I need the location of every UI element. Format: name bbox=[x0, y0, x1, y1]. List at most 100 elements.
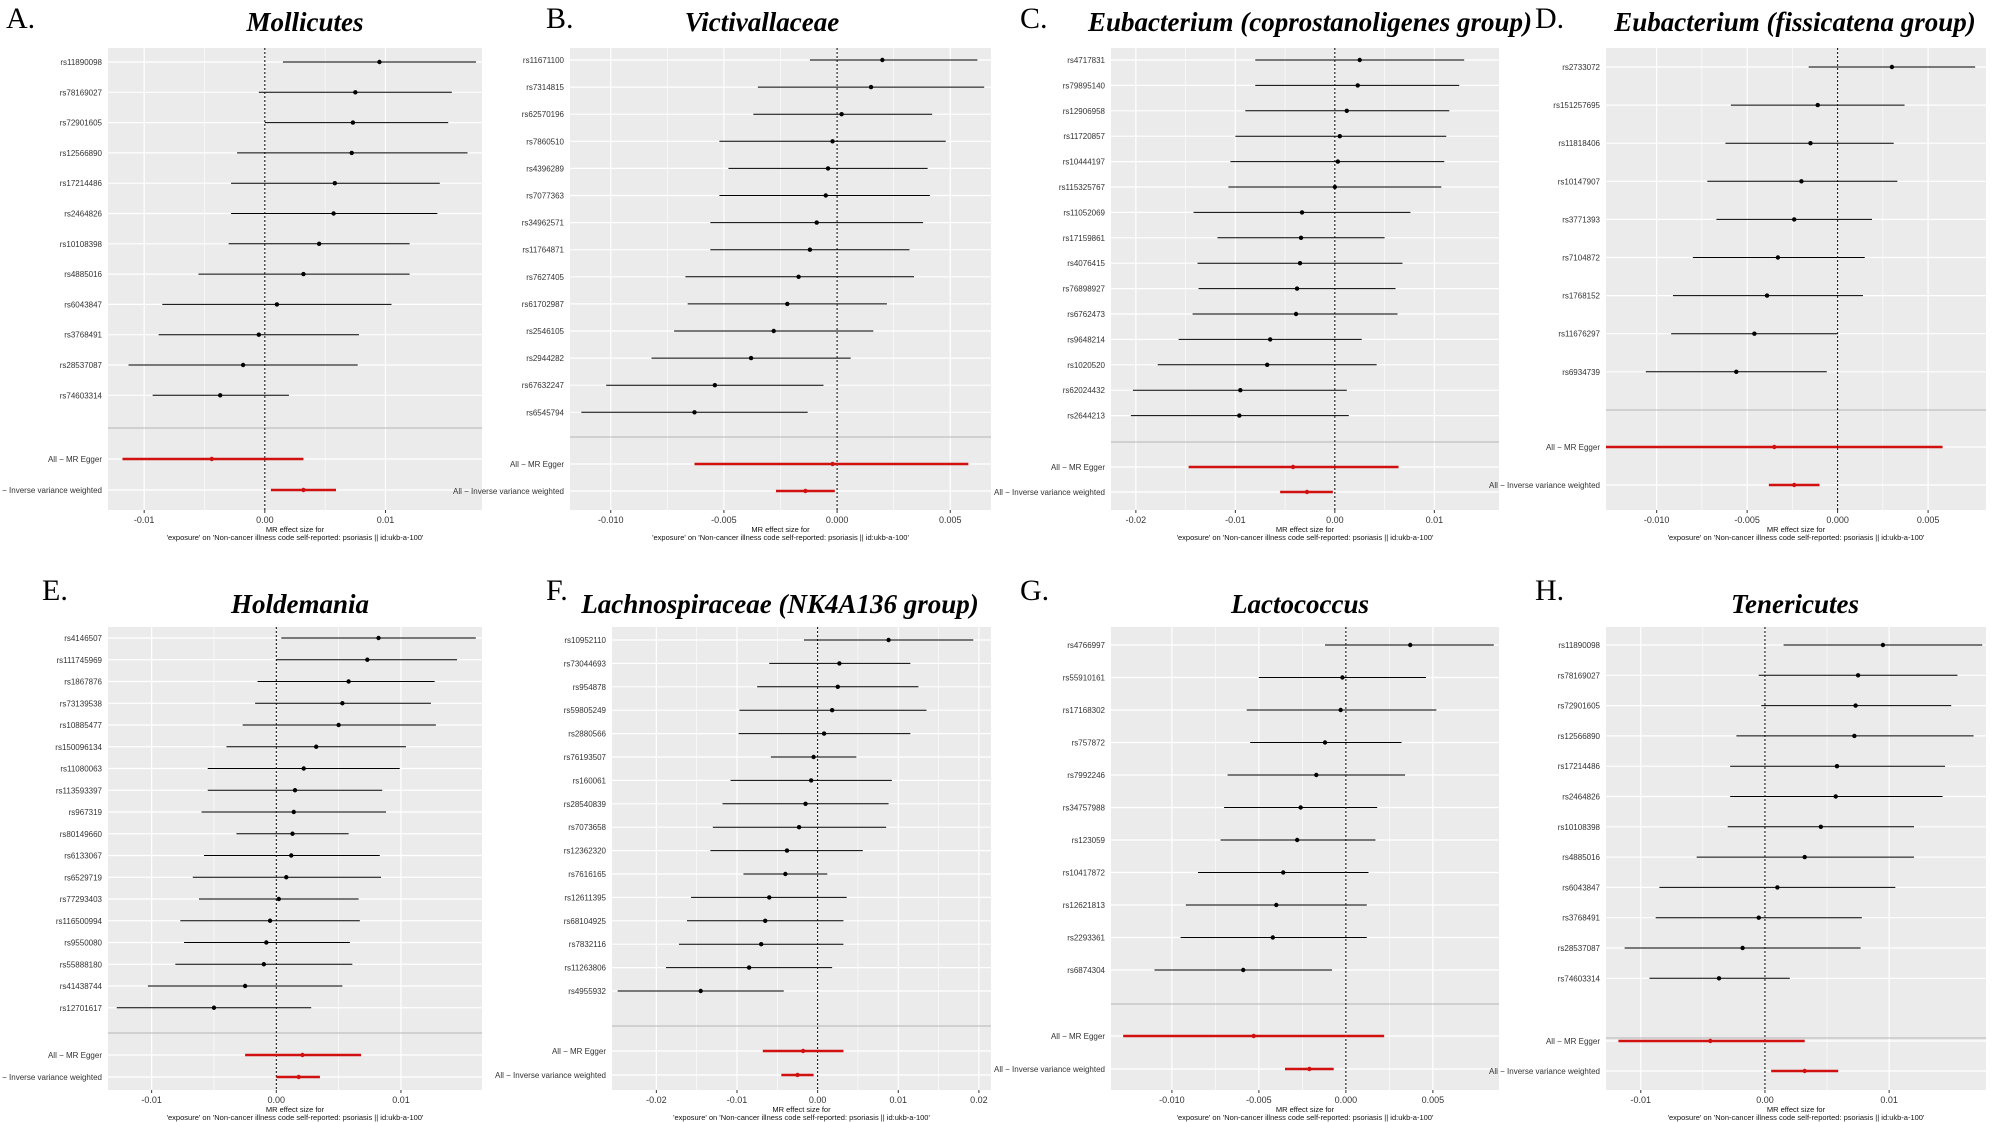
snp-label: rs62024432 bbox=[1063, 386, 1106, 395]
snp-point bbox=[1294, 837, 1300, 843]
snp-point bbox=[377, 59, 382, 65]
x-tick-label: 0.01 bbox=[1426, 515, 1444, 525]
snp-point bbox=[880, 57, 885, 63]
x-tick-label: -0.005 bbox=[1246, 1095, 1272, 1105]
snp-point bbox=[292, 788, 298, 793]
egger-point bbox=[300, 1052, 305, 1058]
snp-label: rs79895140 bbox=[1063, 81, 1106, 90]
snp-label: rs151257695 bbox=[1553, 101, 1600, 110]
egger-point bbox=[800, 1048, 806, 1054]
snp-point bbox=[1408, 642, 1413, 648]
snp-label: rs7627405 bbox=[526, 273, 564, 282]
snp-point bbox=[1340, 675, 1345, 680]
snp-label: rs17214486 bbox=[1558, 762, 1601, 771]
snp-point bbox=[301, 766, 306, 771]
snp-point bbox=[1267, 337, 1273, 342]
snp-label: rs4955932 bbox=[568, 987, 606, 996]
snp-point bbox=[830, 139, 835, 144]
snp-point bbox=[274, 302, 280, 307]
x-axis-label-line1: MR effect size for bbox=[266, 525, 325, 534]
snp-point bbox=[1335, 159, 1341, 164]
snp-point bbox=[712, 383, 718, 388]
x-axis-label-line2: 'exposure' on 'Non-cancer illness code s… bbox=[167, 533, 424, 542]
snp-point bbox=[807, 247, 813, 252]
snp-point bbox=[291, 809, 296, 815]
snp-point bbox=[313, 744, 319, 749]
snp-label: rs12611395 bbox=[564, 893, 606, 902]
panel-label: E. bbox=[42, 574, 68, 607]
x-tick-label: -0.01 bbox=[1631, 1095, 1652, 1105]
snp-point bbox=[1298, 235, 1304, 240]
snp-point bbox=[289, 853, 294, 858]
x-tick-label: 0.000 bbox=[826, 515, 849, 525]
snp-label: rs123059 bbox=[1072, 836, 1106, 845]
ivw-label: All − Inverse variance weighted bbox=[495, 1071, 606, 1080]
egger-point bbox=[830, 461, 835, 467]
snp-label: rs11052069 bbox=[1063, 208, 1105, 217]
snp-point bbox=[1294, 286, 1300, 291]
snp-point bbox=[1274, 902, 1279, 908]
ivw-point bbox=[301, 487, 306, 493]
snp-point bbox=[1802, 854, 1807, 860]
plot-background bbox=[108, 48, 482, 510]
x-axis-label-line2: 'exposure' on 'Non-cancer illness code s… bbox=[652, 533, 909, 542]
snp-point bbox=[783, 871, 788, 877]
snp-point bbox=[803, 801, 808, 806]
panel-label: F. bbox=[546, 574, 568, 607]
snp-label: rs10885477 bbox=[60, 721, 103, 730]
panel-title: Holdemania bbox=[230, 589, 369, 619]
snp-label: rs10108398 bbox=[60, 240, 103, 249]
snp-label: rs62570196 bbox=[522, 110, 565, 119]
snp-label: rs72901605 bbox=[60, 119, 103, 128]
x-tick-label: -0.010 bbox=[1644, 515, 1670, 525]
snp-label: rs7104872 bbox=[1562, 254, 1600, 263]
x-tick-label: -0.010 bbox=[1159, 1095, 1185, 1105]
x-tick-label: 0.000 bbox=[1335, 1095, 1358, 1105]
snp-point bbox=[1344, 108, 1349, 114]
x-tick-label: -0.02 bbox=[1126, 515, 1147, 525]
x-axis-label-line1: MR effect size for bbox=[1276, 525, 1335, 534]
snp-label: rs3768491 bbox=[64, 331, 102, 340]
snp-label: rs6043847 bbox=[1562, 883, 1600, 892]
ivw-point bbox=[803, 488, 808, 494]
x-tick-label: -0.010 bbox=[598, 515, 624, 525]
snp-label: rs11890098 bbox=[1558, 641, 1600, 650]
egger-label: All − MR Egger bbox=[1546, 1037, 1600, 1046]
x-tick-label: 0.00 bbox=[809, 1095, 827, 1105]
snp-point bbox=[301, 271, 306, 277]
snp-label: rs11080063 bbox=[60, 765, 102, 774]
ivw-label: All − Inverse variance weighted bbox=[994, 488, 1105, 497]
snp-label: rs11671100 bbox=[523, 56, 565, 65]
snp-label: rs11764871 bbox=[522, 246, 564, 255]
snp-point bbox=[218, 393, 223, 398]
ivw-label: All − Inverse variance weighted bbox=[1489, 481, 1600, 490]
snp-point bbox=[1716, 976, 1722, 981]
snp-label: rs3771393 bbox=[1562, 215, 1600, 224]
ivw-label: All − Inverse variance weighted bbox=[453, 487, 564, 496]
snp-label: rs160061 bbox=[573, 776, 607, 785]
snp-point bbox=[771, 328, 776, 334]
panel-label: B. bbox=[546, 2, 574, 35]
x-axis-label-line1: MR effect size for bbox=[266, 1105, 325, 1114]
snp-point bbox=[814, 220, 819, 225]
snp-point bbox=[1314, 772, 1319, 778]
snp-point bbox=[1270, 935, 1276, 940]
snp-label: rs72901605 bbox=[1558, 702, 1601, 711]
snp-point bbox=[1853, 703, 1858, 708]
snp-point bbox=[1299, 210, 1305, 215]
snp-label: rs10444197 bbox=[1063, 158, 1106, 167]
snp-point bbox=[1764, 293, 1770, 298]
snp-point bbox=[276, 896, 281, 902]
snp-label: rs12566890 bbox=[1558, 732, 1601, 741]
snp-point bbox=[1756, 915, 1761, 920]
forest-panel-c: C. Eubacterium (coprostanoligenes group) r… bbox=[994, 2, 1532, 542]
snp-point bbox=[1775, 255, 1781, 260]
x-tick-label: 0.01 bbox=[377, 515, 395, 525]
snp-point bbox=[785, 301, 790, 307]
ivw-point bbox=[795, 1072, 800, 1078]
snp-point bbox=[839, 112, 844, 117]
snp-label: rs2880566 bbox=[568, 730, 606, 739]
snp-point bbox=[1799, 179, 1804, 184]
snp-label: rs111745969 bbox=[56, 656, 102, 665]
snp-label: rs116500994 bbox=[56, 917, 103, 926]
